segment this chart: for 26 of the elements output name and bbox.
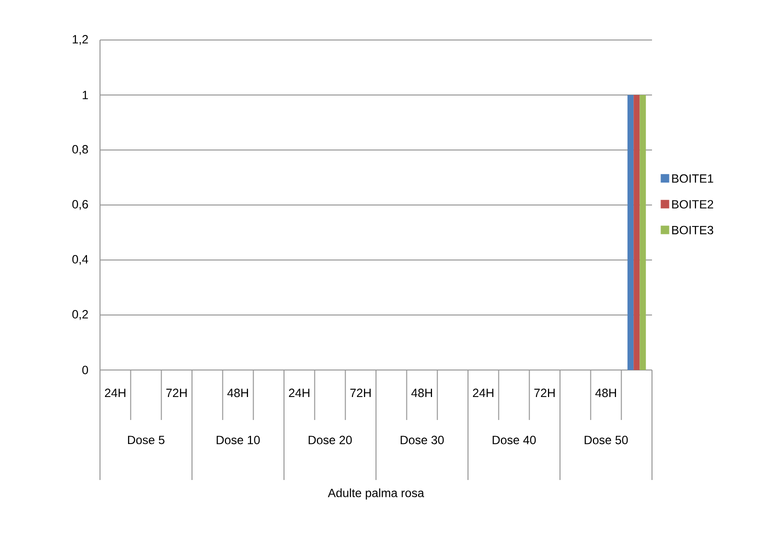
- x-tick-label: 72H: [166, 388, 187, 398]
- text: Dose 10: [216, 436, 260, 444]
- x-tick-label: 24H: [288, 388, 310, 398]
- text: Dose 20: [308, 436, 352, 444]
- y-tick-label: 1,2: [72, 35, 88, 45]
- x-tick-label: 48H: [411, 388, 432, 398]
- x-tick-label: 24H: [472, 388, 494, 398]
- x-tick-label: 48H: [595, 388, 616, 398]
- y-tick-label: 0,4: [72, 255, 88, 265]
- legend-label: BOITE2: [672, 200, 714, 209]
- x-tick-label: 24H: [104, 388, 126, 398]
- text: Dose 5: [128, 436, 164, 444]
- x-tick-label: 72H: [534, 388, 555, 398]
- x-tick-label: 48H: [227, 388, 248, 398]
- text: Dose 40: [492, 436, 536, 444]
- y-tick-label: 0,8: [72, 145, 88, 155]
- legend-label: BOITE3: [672, 226, 714, 234]
- y-tick-label: 1: [82, 90, 88, 100]
- x-tick-label: 72H: [350, 388, 371, 398]
- text: Dose 50: [584, 436, 628, 444]
- text: Adulte palma rosa: [328, 488, 424, 500]
- y-tick-label: 0,2: [72, 310, 88, 320]
- y-tick-label: 0: [82, 366, 88, 374]
- y-tick-label: 0,6: [72, 200, 88, 210]
- legend-label: BOITE1: [672, 174, 714, 183]
- text: Dose 30: [400, 436, 444, 444]
